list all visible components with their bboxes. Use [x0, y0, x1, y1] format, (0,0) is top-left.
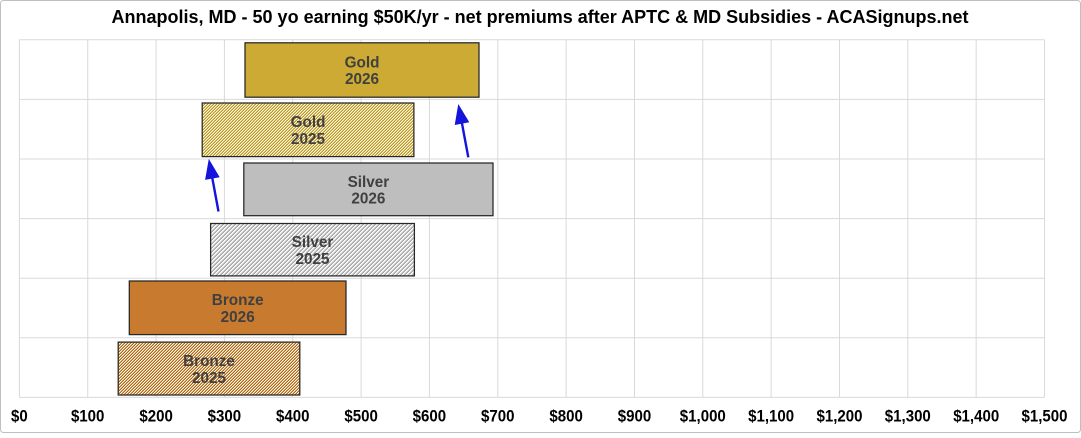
svg-text:2025: 2025 — [295, 251, 330, 268]
svg-text:Bronze: Bronze — [183, 353, 235, 370]
svg-text:2025: 2025 — [291, 131, 326, 148]
svg-text:$300: $300 — [208, 406, 242, 425]
svg-text:$100: $100 — [71, 406, 105, 425]
svg-text:$1,200: $1,200 — [817, 406, 863, 425]
svg-text:Silver: Silver — [348, 174, 390, 191]
svg-text:$1,100: $1,100 — [748, 406, 794, 425]
svg-text:Annapolis, MD - 50 yo earning: Annapolis, MD - 50 yo earning $50K/yr - … — [112, 6, 969, 27]
svg-text:$400: $400 — [276, 406, 310, 425]
svg-text:$1,000: $1,000 — [680, 406, 726, 425]
svg-text:Bronze: Bronze — [212, 292, 264, 309]
svg-text:Silver: Silver — [292, 234, 334, 251]
svg-text:$700: $700 — [481, 406, 515, 425]
svg-text:$1,400: $1,400 — [953, 406, 999, 425]
svg-text:$800: $800 — [549, 406, 583, 425]
svg-text:2025: 2025 — [192, 370, 227, 387]
svg-text:$900: $900 — [618, 406, 652, 425]
svg-text:$0: $0 — [11, 406, 28, 425]
svg-text:Gold: Gold — [345, 54, 380, 71]
svg-text:$200: $200 — [139, 406, 173, 425]
svg-text:Gold: Gold — [291, 114, 326, 131]
svg-text:$1,500: $1,500 — [1022, 406, 1068, 425]
svg-text:$500: $500 — [344, 406, 378, 425]
svg-text:2026: 2026 — [351, 191, 385, 208]
svg-text:2026: 2026 — [345, 71, 379, 88]
svg-text:$1,300: $1,300 — [885, 406, 931, 425]
svg-text:$600: $600 — [413, 406, 447, 425]
svg-text:2026: 2026 — [221, 309, 255, 326]
